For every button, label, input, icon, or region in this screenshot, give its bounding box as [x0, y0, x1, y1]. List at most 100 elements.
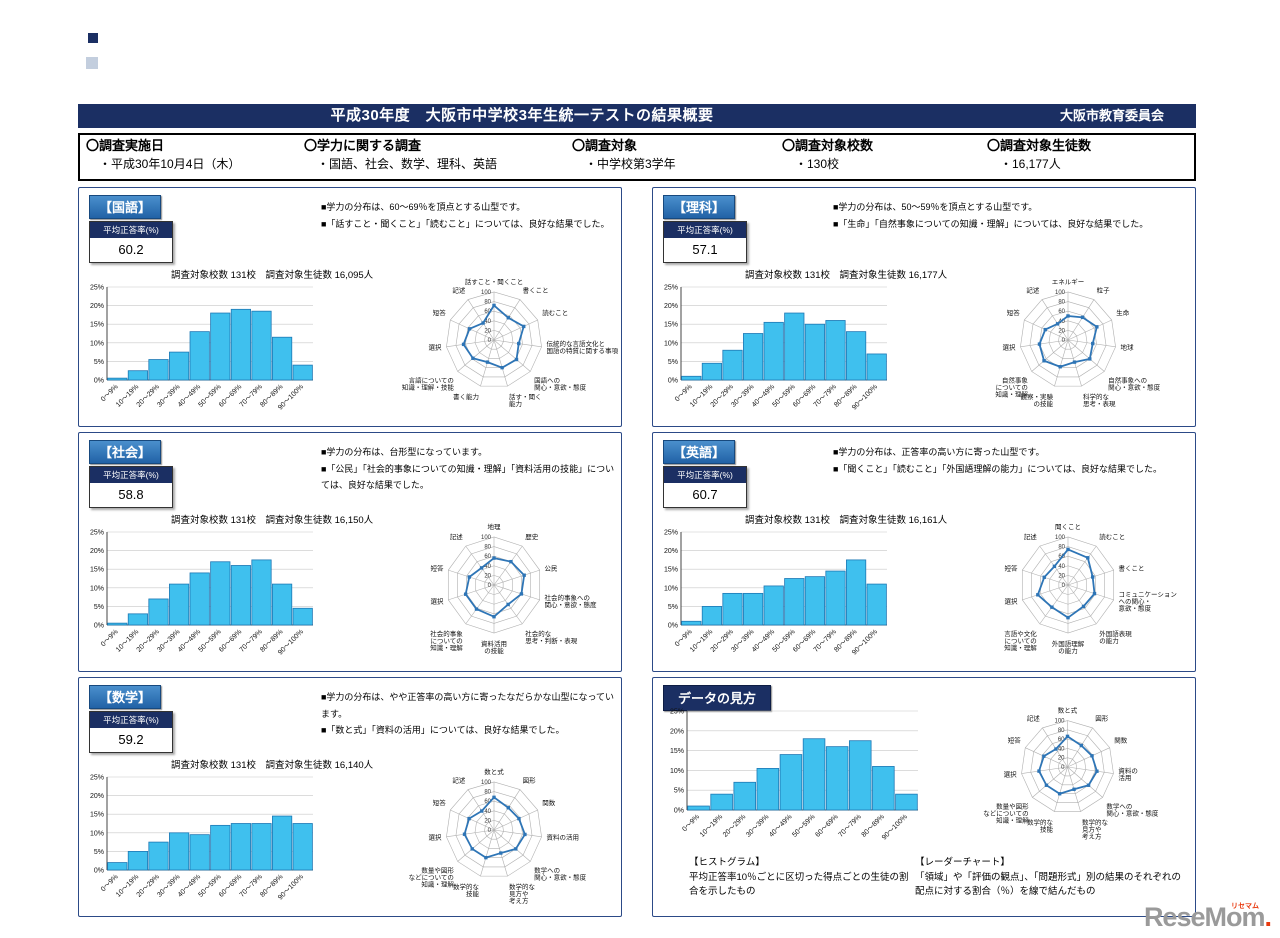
svg-text:15%: 15%: [90, 567, 104, 574]
svg-text:100: 100: [1055, 535, 1066, 541]
svg-text:70～79%: 70～79%: [838, 813, 863, 838]
average-score-value: 57.1: [692, 242, 718, 257]
svg-text:地理: 地理: [488, 522, 502, 531]
svg-text:30～39%: 30～39%: [745, 813, 770, 838]
svg-text:数学への関心・意欲・態度: 数学への関心・意欲・態度: [1106, 802, 1159, 818]
svg-text:20: 20: [1058, 328, 1065, 334]
svg-text:60～69%: 60～69%: [814, 813, 839, 838]
svg-text:0～9%: 0～9%: [100, 628, 120, 648]
survey-counts: 調査対象校数 131校 調査対象生徒数 16,177人: [745, 270, 948, 281]
svg-text:伝統的な言語文化と国語の特質に関する事項: 伝統的な言語文化と国語の特質に関する事項: [547, 339, 619, 355]
svg-text:選択: 選択: [1005, 596, 1019, 605]
svg-text:10～19%: 10～19%: [699, 813, 724, 838]
histogram-science: 0% 5% 10% 15% 20% 25% 0～9% 10～19% 20～29% 30～39% 40…: [655, 280, 890, 426]
svg-text:0%: 0%: [668, 378, 678, 385]
svg-text:80: 80: [1058, 300, 1065, 306]
average-score-box: 平均正答率(%) 59.2: [89, 711, 173, 753]
svg-text:40: 40: [484, 319, 491, 325]
info-item-survey-date: 〇調査実施日 ・平成30年10月4日（木）: [86, 137, 304, 177]
svg-text:25%: 25%: [670, 709, 684, 716]
svg-text:20: 20: [1058, 573, 1065, 579]
findings: ■学力の分布は、台形型になっています。 ■「公民」「社会的事象についての知識・理…: [321, 444, 621, 494]
svg-text:40: 40: [484, 564, 491, 570]
blue-square-mark: [88, 33, 98, 43]
svg-text:10%: 10%: [90, 340, 104, 347]
svg-text:書くこと: 書くこと: [1118, 564, 1144, 573]
svg-text:数と式: 数と式: [1058, 706, 1078, 715]
svg-text:25%: 25%: [664, 530, 678, 537]
subject-label: 【国語】: [89, 195, 162, 219]
histogram-explanation: 【ヒストグラム】 平均正答率10％ごとに区切った得点ごとの生徒の割合を示したもの: [689, 856, 914, 900]
svg-text:選択: 選択: [1002, 343, 1016, 352]
svg-text:15%: 15%: [90, 812, 104, 819]
info-sub: ・16,177人: [1000, 156, 1061, 171]
panels-grid: 【国語】 平均正答率(%) 60.2 ■学力の分布は、60～69％を頂点とする山…: [78, 187, 1196, 917]
info-item-school-count: 〇調査対象校数 ・130校: [782, 137, 987, 177]
info-sub: ・130校: [795, 156, 840, 171]
svg-text:25%: 25%: [90, 775, 104, 782]
svg-text:0: 0: [1062, 338, 1066, 344]
svg-text:数学的な技能: 数学的な技能: [1027, 817, 1054, 833]
svg-text:5%: 5%: [668, 604, 678, 611]
svg-text:0: 0: [488, 828, 492, 834]
radar-explanation: 【レーダーチャート】 「領域」や「評価の観点」、「問題形式」別の結果のそれぞれの…: [915, 856, 1187, 900]
radar-chart-science: 0 20 40 60 80 100 エネルギー 粒子 生命 地球 自然事象への関心・意欲・態度 科学的…: [943, 248, 1193, 426]
svg-text:書く能力: 書く能力: [453, 392, 479, 401]
svg-text:選択: 選択: [1004, 769, 1018, 778]
gray-square-mark: [86, 57, 98, 69]
resemom-logo-dot: .: [1264, 902, 1272, 932]
radar-chart-example: 0 20 40 60 80 100 数と式 図形 関数 資料の活用 数学への関心・意欲・態度 数学的な…: [945, 678, 1190, 850]
resemom-logo-text: ReseMom: [1143, 902, 1266, 932]
panel-science: 【理科】 平均正答率(%) 57.1 ■学力の分布は、50～59％を頂点とする山…: [652, 187, 1196, 427]
average-score-box: 平均正答率(%) 58.8: [89, 466, 173, 508]
radar-chart-social-studies: 0 20 40 60 80 100 地理 歴史 公民 社会的事象への関心・意欲・態度 社会的な思考・…: [369, 493, 619, 671]
svg-text:100: 100: [481, 780, 492, 786]
survey-counts: 調査対象校数 131校 調査対象生徒数 16,095人: [171, 270, 374, 281]
average-score-value: 60.2: [118, 242, 144, 257]
subject-label: 【英語】: [663, 440, 736, 464]
panel-legend: データの見方 0% 5% 10% 15% 20% 25% 0～9% 10～19% 20～29% 3…: [652, 677, 1196, 917]
svg-text:0%: 0%: [94, 868, 104, 875]
svg-text:国語への関心・意欲・態度: 国語への関心・意欲・態度: [534, 376, 587, 392]
svg-text:地球: 地球: [1121, 343, 1135, 352]
svg-text:80: 80: [1058, 728, 1065, 734]
svg-text:聞くこと: 聞くこと: [1055, 523, 1081, 531]
average-score-label: 平均正答率(%): [664, 222, 746, 238]
info-item-subjects: 〇学力に関する調査 ・国語、社会、数学、理科、英語: [304, 137, 572, 177]
finding-line: ■「話すこと・聞くこと」「読むこと」については、良好な結果でした。: [321, 218, 610, 229]
svg-text:0～9%: 0～9%: [100, 873, 120, 893]
svg-text:0～9%: 0～9%: [681, 813, 701, 833]
svg-text:図形: 図形: [1095, 715, 1109, 723]
svg-text:社会的事象についての知識・理解: 社会的事象についての知識・理解: [430, 629, 463, 652]
svg-text:100: 100: [481, 290, 492, 296]
legend-title: データの見方: [663, 685, 772, 711]
info-sub: ・平成30年10月4日（木）: [99, 156, 241, 171]
svg-text:15%: 15%: [670, 748, 684, 755]
svg-text:短答: 短答: [1005, 564, 1019, 573]
svg-text:20: 20: [1058, 756, 1065, 762]
svg-text:20%: 20%: [664, 303, 678, 310]
svg-text:20%: 20%: [670, 728, 684, 735]
svg-text:コミュニケーションへの関心・意欲・態度: コミュニケーションへの関心・意欲・態度: [1118, 590, 1176, 612]
svg-text:粒子: 粒子: [1097, 285, 1111, 294]
resemom-ruby-text: リセマム: [1231, 903, 1259, 910]
info-head: 〇調査実施日: [86, 138, 165, 153]
svg-text:公民: 公民: [544, 565, 557, 573]
info-head: 〇調査対象校数: [782, 138, 874, 153]
histogram-japanese: 0% 5% 10% 15% 20% 25% 0～9% 10～19% 20～29% 30～39% 40…: [81, 280, 316, 426]
findings: ■学力の分布は、50～59％を頂点とする山型です。 ■「生命」「自然事象について…: [833, 199, 1191, 232]
svg-text:100: 100: [1054, 719, 1065, 725]
svg-text:選択: 選択: [428, 343, 442, 352]
svg-text:60: 60: [484, 554, 491, 560]
svg-text:15%: 15%: [90, 322, 104, 329]
svg-text:60: 60: [484, 309, 491, 315]
average-score-label: 平均正答率(%): [664, 467, 746, 483]
svg-text:話すこと・聞くこと: 話すこと・聞くこと: [465, 277, 524, 286]
info-item-student-count: 〇調査対象生徒数 ・16,177人: [987, 137, 1188, 177]
average-score-label: 平均正答率(%): [90, 222, 172, 238]
histogram-explanation-title: 【ヒストグラム】: [689, 857, 765, 868]
svg-text:資料の活用: 資料の活用: [1118, 766, 1138, 782]
svg-text:記述: 記述: [1026, 285, 1040, 294]
svg-text:0%: 0%: [674, 808, 684, 815]
survey-counts: 調査対象校数 131校 調査対象生徒数 16,150人: [171, 515, 374, 526]
